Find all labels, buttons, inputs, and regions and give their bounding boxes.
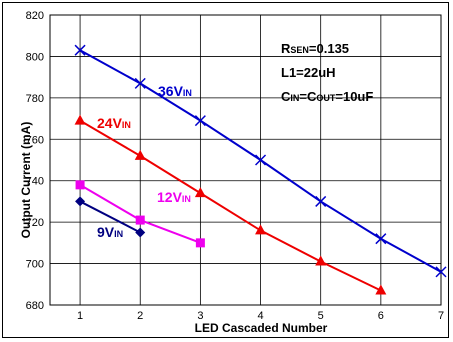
x-axis-ticks: 1 2 3 4 5 6 7 [77,310,444,322]
y-tick-label: 820 [26,10,44,22]
data-point [194,115,206,127]
data-point [315,195,327,207]
data-point [255,224,267,235]
data-point [315,255,327,266]
data-point [74,44,86,56]
series-label: 36VIN [158,83,192,99]
y-tick-label: 760 [26,134,44,146]
data-point [74,114,86,125]
y-axis-ticks: 680 700 720 740 760 780 800 820 [26,10,44,312]
data-point [75,196,86,207]
x-axis-title: LED Cascaded Number [195,321,328,335]
data-point [255,154,267,166]
y-tick-label: 680 [26,300,44,312]
series-line [79,200,141,234]
x-tick-label: 1 [77,310,83,322]
data-point [195,238,205,248]
series-layer [74,44,447,295]
data-point [375,284,387,295]
data-point [194,187,206,198]
y-tick-label: 780 [26,93,44,105]
plot-area [49,14,442,306]
x-tick-label: 3 [197,310,203,322]
x-tick-label: 6 [378,310,384,322]
x-tick-label: 5 [318,310,324,322]
annotation-l1: L1=22uH [281,65,336,80]
data-point [134,149,146,160]
chart-frame [2,2,449,338]
y-tick-label: 800 [26,51,44,63]
data-point [375,233,387,245]
grid-lines [50,14,442,306]
annotation-rsen: RSEN=0.135 [281,41,349,56]
y-tick-label: 740 [26,176,44,188]
y-axis-title: Output Current (mA) [19,122,33,239]
series-label: 9VIN [97,224,123,240]
x-tick-label: 7 [438,310,444,322]
x-tick-label: 2 [137,310,143,322]
series-line [79,119,382,292]
y-tick-label: 700 [26,259,44,271]
data-point [435,266,447,278]
data-point [135,227,146,238]
x-tick-label: 4 [257,310,263,322]
series-label: 24VIN [97,115,131,131]
annotation-cap: CIN=COUT=10uF [281,89,373,104]
series-labels: 36VIN 24VIN 12VIN 9VIN [97,83,192,240]
parameter-annotations: RSEN=0.135 L1=22uH CIN=COUT=10uF [281,41,373,104]
y-tick-label: 720 [26,217,44,229]
data-point [135,215,145,225]
data-point [75,180,85,190]
series-label: 12VIN [157,189,191,205]
data-point [134,77,146,89]
